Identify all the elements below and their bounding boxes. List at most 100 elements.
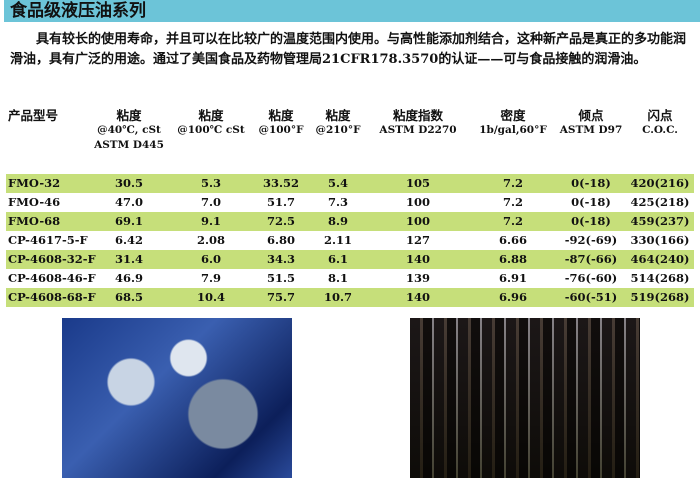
table-cell: FMO-32 <box>8 176 61 190</box>
table-cell: -76(-60) <box>564 271 618 285</box>
table-cell: 9.1 <box>200 214 221 228</box>
table-cell: 51.5 <box>266 271 295 285</box>
table-cell: 68.5 <box>114 290 143 304</box>
table-cell: CP-4617-5-F <box>8 233 88 247</box>
column-unit: C.O.C. <box>642 124 678 136</box>
column-header: 粘度 @40℃, cSt ASTM D445 <box>88 108 170 153</box>
column-title: 粘度指数 <box>392 108 443 123</box>
table-cell: 7.3 <box>327 195 348 209</box>
table-row: CP-4608-68-F 68.5 10.4 75.7 10.7 140 6.96 -60(-… <box>6 288 694 307</box>
table-cell: 5.3 <box>200 176 221 190</box>
column-unit: ASTM D2270 <box>379 124 457 136</box>
column-title: 粘度 <box>198 108 224 123</box>
table-cell: CP-4608-68-F <box>8 290 96 304</box>
table-cell: 7.9 <box>200 271 221 285</box>
table-cell: 7.2 <box>502 176 523 190</box>
table-cell: 0(-18) <box>571 195 611 209</box>
table-cell: 464(240) <box>630 252 690 266</box>
table-cell: 425(218) <box>630 195 690 209</box>
table-cell: 100 <box>405 214 430 228</box>
column-header: 粘度指数 ASTM D2270 <box>366 108 470 138</box>
table-cell: 6.0 <box>200 252 221 266</box>
table-cell: 6.91 <box>498 271 527 285</box>
table-cell: 127 <box>405 233 430 247</box>
gears-photo <box>62 318 292 478</box>
column-unit: @210°F <box>315 124 361 136</box>
title-bar: 食品级液压油系列 <box>4 0 700 22</box>
table-cell: 2.08 <box>196 233 225 247</box>
table-cell: 10.4 <box>196 290 225 304</box>
table-cell: 330(166) <box>630 233 690 247</box>
column-unit: 1b/gal,60°F <box>479 124 547 136</box>
column-header: 倾点 ASTM D97 <box>556 108 626 138</box>
table-cell: 34.3 <box>266 252 295 266</box>
table-cell: 0(-18) <box>571 176 611 190</box>
table-cell: 69.1 <box>114 214 143 228</box>
column-title: 粘度 <box>116 108 142 123</box>
table-cell: 7.2 <box>502 195 523 209</box>
bottling-line-photo <box>410 318 640 478</box>
table-cell: 459(237) <box>630 214 690 228</box>
column-title: 产品型号 <box>8 108 59 123</box>
table-cell: 10.7 <box>323 290 352 304</box>
column-header: 粘度 @100°F <box>252 108 310 138</box>
table-cell: -92(-69) <box>564 233 618 247</box>
column-unit: @100°F <box>258 124 304 136</box>
column-header: 粘度 @100℃ cSt <box>170 108 252 138</box>
column-unit: @100℃ cSt <box>177 124 245 136</box>
column-header: 粘度 @210°F <box>310 108 366 138</box>
table-cell: 6.88 <box>498 252 527 266</box>
table-cell: 140 <box>405 252 430 266</box>
table-cell: 2.11 <box>323 233 352 247</box>
table-cell: 46.9 <box>114 271 143 285</box>
table-cell: CP-4608-46-F <box>8 271 96 285</box>
table-cell: -87(-66) <box>564 252 618 266</box>
column-unit: ASTM D445 <box>94 139 164 151</box>
table-cell: 420(216) <box>630 176 690 190</box>
page-title: 食品级液压油系列 <box>10 1 146 21</box>
table-cell: 139 <box>405 271 430 285</box>
table-cell: 105 <box>405 176 430 190</box>
column-title: 密度 <box>500 108 526 123</box>
column-title: 倾点 <box>578 108 604 123</box>
table-cell: CP-4608-32-F <box>8 252 96 266</box>
table-cell: 140 <box>405 290 430 304</box>
table-cell: 0(-18) <box>571 214 611 228</box>
table-cell: 6.1 <box>327 252 348 266</box>
table-cell: 8.9 <box>327 214 348 228</box>
table-cell: 6.42 <box>114 233 143 247</box>
table-cell: 5.4 <box>327 176 348 190</box>
table-cell: 72.5 <box>266 214 295 228</box>
table-row: CP-4617-5-F 6.42 2.08 6.80 2.11 127 6.66 -92(-6… <box>6 231 694 250</box>
table-cell: FMO-46 <box>8 195 61 209</box>
column-header: 产品型号 <box>8 108 88 123</box>
table-cell: 7.0 <box>200 195 221 209</box>
table-cell: 31.4 <box>114 252 143 266</box>
table-cell: 47.0 <box>114 195 143 209</box>
table-row: FMO-32 30.5 5.3 33.52 5.4 105 7.2 0(-18) 420(216… <box>6 174 694 193</box>
column-unit: @40℃, cSt <box>97 124 161 136</box>
table-cell: 6.66 <box>498 233 527 247</box>
intro-paragraph: 具有较长的使用寿命，并且可以在比较广的温度范围内使用。与高性能添加剂结合，这种新… <box>10 32 687 67</box>
table-row: FMO-68 69.1 9.1 72.5 8.9 100 7.2 0(-18) 459(237) <box>6 212 694 231</box>
table-cell: 514(268) <box>630 271 690 285</box>
table-cell: 75.7 <box>266 290 295 304</box>
table-cell: 7.2 <box>502 214 523 228</box>
column-header: 闪点 C.O.C. <box>626 108 694 138</box>
column-title: 闪点 <box>647 108 673 123</box>
table-cell: 30.5 <box>114 176 143 190</box>
table-row: FMO-46 47.0 7.0 51.7 7.3 100 7.2 0(-18) 425(218) <box>6 193 694 212</box>
column-header: 密度 1b/gal,60°F <box>470 108 556 138</box>
table-cell: FMO-68 <box>8 214 61 228</box>
table-cell: 519(268) <box>630 290 690 304</box>
table-cell: 51.7 <box>266 195 295 209</box>
table-cell: 6.96 <box>498 290 527 304</box>
table-cell: 8.1 <box>327 271 348 285</box>
column-title: 粘度 <box>325 108 351 123</box>
column-title: 粘度 <box>268 108 294 123</box>
column-unit: ASTM D97 <box>559 124 623 136</box>
table-row: CP-4608-32-F 31.4 6.0 34.3 6.1 140 6.88 -87(-66… <box>6 250 694 269</box>
table-cell: 33.52 <box>262 176 299 190</box>
table-cell: 6.80 <box>266 233 295 247</box>
table-cell: -60(-51) <box>564 290 618 304</box>
